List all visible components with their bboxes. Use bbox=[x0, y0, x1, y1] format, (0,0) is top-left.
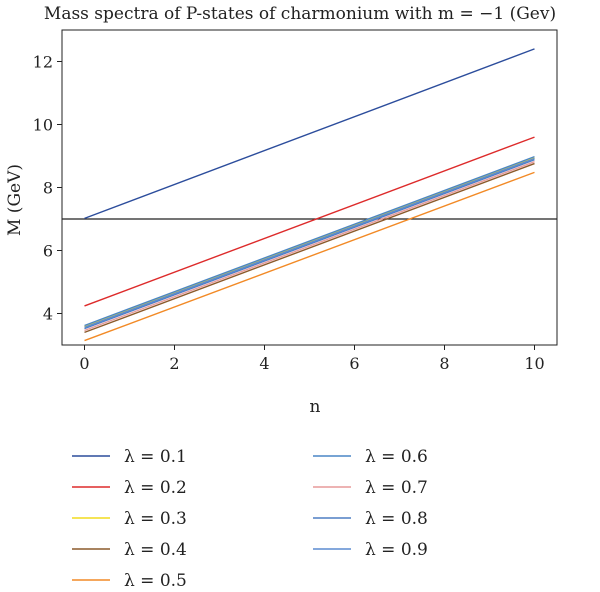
y-tick-label: 4 bbox=[43, 305, 53, 324]
series-line-8 bbox=[84, 159, 535, 330]
legend-label-6: λ = 0.6 bbox=[365, 447, 428, 467]
y-tick-label: 8 bbox=[43, 179, 53, 198]
x-tick-label: 8 bbox=[439, 354, 449, 373]
x-tick-label: 2 bbox=[169, 354, 179, 373]
y-tick-label: 6 bbox=[43, 242, 53, 261]
legend-label-1: λ = 0.1 bbox=[124, 447, 187, 467]
legend-label-2: λ = 0.2 bbox=[124, 478, 187, 498]
series-line-9 bbox=[84, 157, 535, 329]
series-line-2 bbox=[84, 136, 535, 307]
legend-label-8: λ = 0.8 bbox=[365, 509, 428, 529]
plot-area: 0 2 4 6 8 10 4 6 8 10 12 bbox=[33, 29, 558, 373]
y-tick-label: 10 bbox=[33, 116, 53, 135]
x-tick-label: 6 bbox=[349, 354, 359, 373]
x-axis-label: n bbox=[310, 397, 321, 417]
x-tick-label: 10 bbox=[524, 354, 544, 373]
legend-label-5: λ = 0.5 bbox=[124, 571, 187, 591]
plot-frame bbox=[61, 29, 558, 346]
series-line-6 bbox=[84, 155, 535, 327]
legend-label-3: λ = 0.3 bbox=[124, 509, 187, 529]
legend-label-4: λ = 0.4 bbox=[124, 540, 187, 560]
series-line-5 bbox=[84, 171, 535, 342]
x-tick-label: 4 bbox=[259, 354, 269, 373]
series-line-1 bbox=[84, 48, 535, 220]
series-line-7 bbox=[84, 161, 535, 332]
legend: λ = 0.1 λ = 0.2 λ = 0.3 λ = 0.4 λ = 0.5 λ = 0… bbox=[72, 447, 428, 591]
legend-label-9: λ = 0.9 bbox=[365, 540, 428, 560]
y-tick-label: 12 bbox=[33, 53, 53, 72]
y-axis-label: M (GeV) bbox=[5, 164, 25, 236]
legend-label-7: λ = 0.7 bbox=[365, 478, 428, 498]
x-tick-label: 0 bbox=[79, 354, 89, 373]
chart-title: Mass spectra of P-states of charmonium w… bbox=[43, 4, 557, 24]
series-line-4 bbox=[84, 162, 535, 334]
